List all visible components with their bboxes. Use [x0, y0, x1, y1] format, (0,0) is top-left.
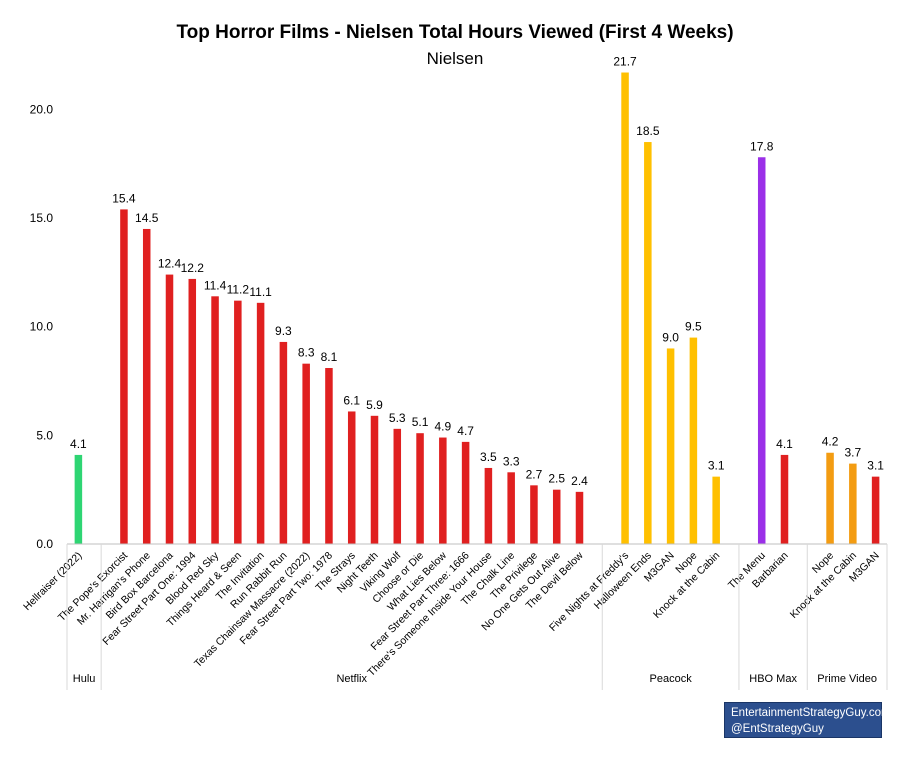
credit-website: EntertainmentStrategyGuy.com — [731, 707, 891, 719]
data-label: 11.4 — [204, 278, 227, 292]
bar-netflix-the-devil-below — [575, 491, 584, 544]
data-label: 6.1 — [343, 393, 360, 407]
data-label: 4.9 — [434, 420, 451, 434]
data-label: 9.3 — [275, 324, 292, 338]
bar-netflix-run-rabbit-run — [279, 341, 288, 544]
data-label: 15.4 — [112, 191, 136, 205]
data-label: 5.1 — [412, 415, 429, 429]
bar-netflix-things-heard-seen — [234, 300, 242, 544]
data-label: 12.2 — [181, 261, 205, 275]
chart-title: Top Horror Films - Nielsen Total Hours V… — [176, 22, 733, 43]
bar-netflix-blood-red-sky — [211, 296, 219, 544]
data-label: 3.7 — [844, 446, 861, 460]
group-label-prime-video: Prime Video — [817, 673, 877, 685]
bar-netflix-bird-box-barcelona — [165, 274, 174, 544]
x-tick-labels-layer: Hellraiser (2022)The Pope's ExorcistMr. … — [21, 549, 882, 679]
data-label: 4.7 — [457, 424, 474, 438]
bar-netflix-the-pope-s-exorcist — [120, 209, 128, 544]
group-label-hulu: Hulu — [73, 673, 96, 685]
y-tick-label: 0.0 — [36, 537, 53, 551]
data-label: 21.7 — [613, 55, 637, 69]
data-label: 11.1 — [249, 285, 272, 299]
data-label: 3.1 — [708, 459, 725, 473]
data-label: 2.5 — [548, 472, 565, 486]
bar-peacock-nope — [689, 337, 698, 544]
bar-peacock-m3gan — [666, 348, 675, 544]
bar-peacock-knock-at-the-cabin — [712, 476, 720, 544]
bar-netflix-viking-wolf — [393, 428, 402, 544]
bar-prime-video-nope — [826, 452, 834, 544]
credit-box: EntertainmentStrategyGuy.com @EntStrateg… — [724, 702, 891, 738]
y-tick-label: 10.0 — [30, 320, 54, 334]
data-label: 2.7 — [526, 467, 543, 481]
bar-netflix-there-s-someone-inside-your-house — [484, 467, 493, 544]
group-axis: Hulu Netflix Peacock HBO Max Prime Video — [66, 543, 888, 690]
bar-netflix-fear-street-part-two-1978 — [325, 368, 333, 544]
data-label: 8.1 — [321, 350, 338, 364]
data-label: 4.2 — [822, 435, 839, 449]
data-label: 2.4 — [571, 474, 588, 488]
bar-netflix-the-chalk-line — [507, 472, 515, 544]
data-label: 18.5 — [636, 124, 660, 138]
y-tick-label: 5.0 — [36, 428, 53, 442]
bar-netflix-mr-harrigan-s-phone — [142, 228, 151, 545]
bar-netflix-night-teeth — [370, 415, 379, 544]
data-label: 3.1 — [867, 459, 884, 473]
bar-netflix-the-privilege — [530, 485, 538, 544]
data-label: 5.3 — [389, 411, 406, 425]
bar-netflix-the-strays — [347, 411, 356, 544]
bar-hbo-max-the-menu — [757, 157, 766, 544]
y-tick-label: 15.0 — [30, 211, 54, 225]
credit-handle: @EntStrategyGuy — [731, 723, 824, 735]
bar-hulu-hellraiser-2022 — [74, 454, 83, 544]
group-label-hbo-max: HBO Max — [749, 673, 797, 685]
bar-netflix-texas-chainsaw-massacre-2022 — [302, 363, 310, 544]
data-label: 9.5 — [685, 320, 702, 334]
data-label: 9.0 — [662, 330, 679, 344]
bar-peacock-halloween-ends — [644, 142, 652, 544]
bar-prime-video-knock-at-the-cabin — [849, 463, 857, 544]
data-label: 5.9 — [366, 398, 383, 412]
bars-layer — [74, 72, 880, 545]
bar-hbo-max-barbarian — [780, 454, 789, 544]
data-label: 4.1 — [776, 437, 793, 451]
y-axis: 0.0 5.0 10.0 15.0 20.0 — [30, 102, 54, 551]
data-label: 12.4 — [158, 257, 182, 271]
bar-netflix-no-one-gets-out-alive — [552, 489, 561, 544]
bar-netflix-choose-or-die — [416, 433, 424, 544]
chart-subtitle: Nielsen — [427, 49, 484, 68]
group-label-peacock: Peacock — [650, 673, 693, 685]
data-label: 11.2 — [227, 283, 250, 297]
y-tick-label: 20.0 — [30, 102, 54, 116]
data-label: 14.5 — [135, 211, 159, 225]
bar-netflix-what-lies-below — [439, 437, 447, 544]
data-label: 17.8 — [750, 139, 774, 153]
bar-netflix-fear-street-part-one-1994 — [188, 278, 197, 544]
bar-prime-video-m3gan — [871, 476, 880, 544]
data-label: 4.1 — [70, 437, 87, 451]
data-label: 3.3 — [503, 454, 520, 468]
data-labels-layer: 4.1 15.4 14.5 12.4 12.2 11.4 11.2 11.1 9.3 8.3 8.1… — [70, 55, 884, 488]
data-label: 8.3 — [298, 346, 315, 360]
bar-peacock-five-nights-at-freddy-s — [621, 72, 629, 544]
data-label: 3.5 — [480, 450, 497, 464]
group-label-netflix: Netflix — [336, 673, 367, 685]
bar-netflix-fear-street-part-three-1666 — [461, 441, 470, 544]
bar-netflix-the-invitation — [256, 302, 265, 544]
